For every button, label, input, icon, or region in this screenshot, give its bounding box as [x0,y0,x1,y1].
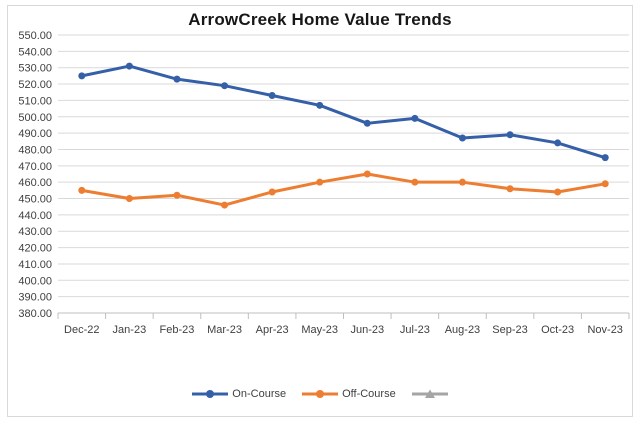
y-axis-tick-label: 410.00 [18,259,52,271]
data-point-on-course [554,139,562,147]
y-axis-tick-label: 540.00 [18,46,52,58]
x-axis-tick-label: Jun-23 [350,324,384,336]
data-point-off-course [554,188,562,196]
x-axis-tick-label: Dec-22 [64,324,99,336]
data-point-off-course [363,170,371,178]
y-axis-tick-label: 440.00 [18,210,52,222]
y-axis-tick-label: 390.00 [18,292,52,304]
y-axis-tick-label: 500.00 [18,112,52,124]
y-axis-tick-label: 460.00 [18,177,52,189]
data-point-off-course [316,178,324,186]
data-point-off-course [125,195,133,203]
y-axis-tick-label: 480.00 [18,144,52,156]
series-line-on-course [80,64,607,160]
y-axis-tick-label: 400.00 [18,275,52,287]
y-axis-tick-label: 520.00 [18,79,52,91]
data-point-on-course [125,62,133,70]
x-axis-tick-label: Jul-23 [400,324,430,336]
data-point-off-course [173,191,181,199]
data-point-off-course [268,188,276,196]
y-axis-tick-label: 470.00 [18,161,52,173]
y-axis-tick-label: 450.00 [18,194,52,206]
y-axis-tick-label: 490.00 [18,128,52,140]
data-point-off-course [411,178,419,186]
x-axis-tick-label: Mar-23 [207,324,242,336]
data-point-off-course [601,180,609,188]
legend-item-unnamed [411,388,448,400]
y-axis-tick-label: 420.00 [18,243,52,255]
x-axis-tick-label: Feb-23 [160,324,195,336]
data-point-on-course [221,82,229,90]
y-axis-tick-label: 530.00 [18,63,52,75]
y-axis-tick-label: 430.00 [18,226,52,238]
data-point-on-course [458,134,466,142]
data-point-on-course [173,75,181,83]
data-point-on-course [78,72,86,80]
y-axis-tick-label: 510.00 [18,95,52,107]
legend-marker-unnamed [411,389,448,398]
x-axis-tick-label: Sep-23 [492,324,527,336]
data-point-off-course [78,186,86,194]
legend-marker-off-course [302,390,339,398]
data-point-off-course [221,201,229,209]
chart-border [7,5,633,417]
legend-item-on-course: On-Course [192,388,286,400]
y-axis-tick-label: 550.00 [18,30,52,42]
x-axis-tick-label: Oct-23 [541,324,574,336]
series-line-off-course [80,172,607,207]
data-point-off-course [458,178,466,186]
x-axis-tick-label: May-23 [301,324,338,336]
x-axis-tick-label: Aug-23 [445,324,480,336]
legend-item-off-course: Off-Course [302,388,396,400]
x-axis-tick-label: Nov-23 [587,324,622,336]
data-point-on-course [316,101,324,109]
legend-label-on-course: On-Course [232,388,287,400]
data-point-on-course [506,131,514,139]
data-point-on-course [363,119,371,127]
data-point-on-course [601,154,609,162]
chart-title: ArrowCreek Home Value Trends [188,10,452,29]
y-axis-tick-label: 380.00 [18,308,52,320]
x-axis-tick-label: Apr-23 [256,324,289,336]
data-point-off-course [506,185,514,193]
legend: On-Course Off-Course [0,388,640,400]
legend-marker-on-course [192,390,229,398]
data-point-on-course [411,114,419,122]
legend-label-off-course: Off-Course [342,388,396,400]
x-axis-tick-label: Jan-23 [113,324,147,336]
data-point-on-course [268,92,276,100]
